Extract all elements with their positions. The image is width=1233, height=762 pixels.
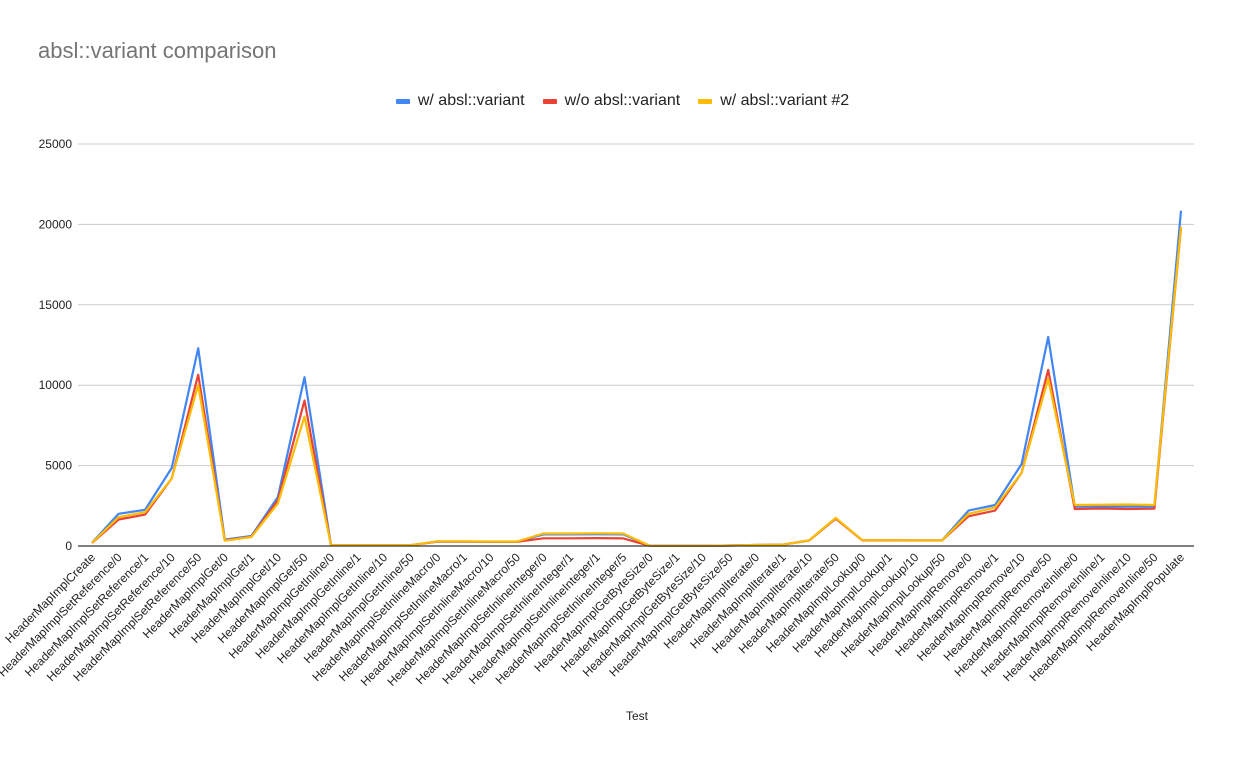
gridlines [78,143,1194,467]
y-tick-label: 20000 [39,217,73,231]
y-tick-label: 25000 [39,137,73,151]
x-axis-title: Test [626,709,649,723]
legend-swatch-icon [395,98,410,104]
legend-swatch-icon [698,98,713,104]
series-line-1[interactable] [91,227,1183,547]
y-tick-label: 0 [65,539,72,553]
legend-label: w/ absl::variant [417,92,525,109]
y-axis-ticks: 0 5000 10000 15000 20000 25000 [39,137,73,553]
x-axis-labels: HeaderMapImplCreateHeaderMapImplSetRefer… [0,550,1187,689]
legend-label: w/o absl::variant [564,92,681,109]
chart-title: absl::variant comparison [38,38,277,63]
legend-item-series-1[interactable]: w/o absl::variant [542,92,681,110]
legend-swatch-icon [542,98,557,104]
y-tick-label: 10000 [39,378,73,392]
legend-item-series-2[interactable]: w/ absl::variant #2 [698,92,849,110]
series-lines [91,210,1183,547]
y-tick-label: 5000 [45,459,72,473]
legend-item-series-0[interactable]: w/ absl::variant [395,92,525,110]
chart-legend: w/ absl::variant w/o absl::variant w/ ab… [0,92,1233,110]
y-tick-label: 15000 [39,298,73,312]
legend-label: w/ absl::variant #2 [720,92,850,109]
series-line-2[interactable] [91,226,1183,547]
series-line-0[interactable] [91,210,1183,547]
